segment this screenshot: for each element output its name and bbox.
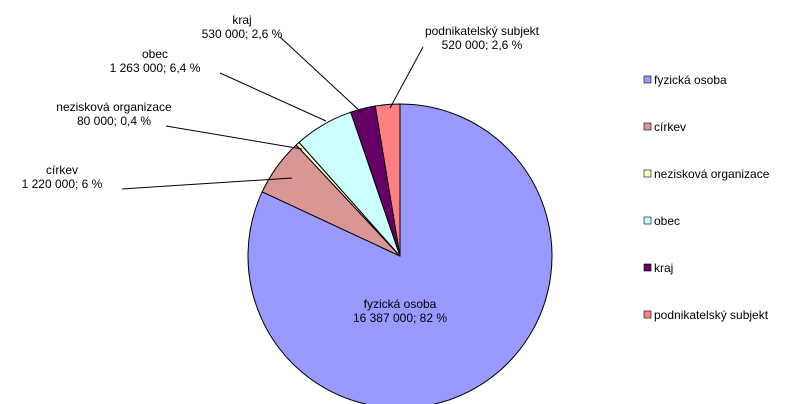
data-label-value: 16 387 000; 82 % (353, 311, 447, 325)
data-label-name: obec (142, 47, 168, 61)
data-label-value: 520 000; 2,6 % (442, 38, 523, 52)
legend-label: obec (654, 214, 680, 228)
leader-line (121, 177, 293, 190)
legend-swatch (643, 263, 652, 272)
leader-line (279, 36, 362, 113)
leader-line (165, 125, 303, 150)
pie-slice (247, 103, 553, 404)
legend-label: církev (654, 120, 686, 134)
legend-swatch (643, 75, 652, 84)
data-label-value: 80 000; 0,4 % (77, 114, 151, 128)
legend-label: nezisková organizace (654, 167, 770, 181)
leader-line (389, 46, 424, 109)
legend-swatch (643, 169, 652, 178)
data-label-name: kraj (232, 13, 251, 27)
legend-label: fyzická osoba (654, 73, 727, 87)
legend-swatch (643, 310, 652, 319)
data-label: obec 1 263 000; 6,4 % (110, 47, 201, 75)
data-label-name: církev (46, 163, 78, 177)
legend-swatch (643, 216, 652, 225)
data-label: kraj 530 000; 2,6 % (202, 13, 283, 41)
data-labels: fyzická osoba 16 387 000; 82 % církev 1 220… (22, 13, 540, 325)
data-label: fyzická osoba 16 387 000; 82 % (353, 297, 447, 325)
data-label-name: nezisková organizace (56, 100, 172, 114)
pie-slice (374, 103, 401, 257)
pie-slices (247, 103, 553, 404)
leader-line (219, 72, 327, 122)
legend-label: kraj (654, 261, 673, 275)
data-label-value: 1 220 000; 6 % (22, 177, 103, 191)
data-label: nezisková organizace 80 000; 0,4 % (56, 100, 172, 128)
data-label-name: fyzická osoba (364, 297, 437, 311)
data-label-value: 530 000; 2,6 % (202, 27, 283, 41)
data-label: církev 1 220 000; 6 % (22, 163, 103, 191)
data-label-value: 1 263 000; 6,4 % (110, 61, 201, 75)
leader-lines (121, 36, 424, 190)
legend-label: podnikatelský subjekt (654, 308, 769, 322)
legend: fyzická osoba církev nezisková organizace o… (643, 73, 770, 322)
legend-swatch (643, 122, 652, 131)
data-label-name: podnikatelský subjekt (425, 24, 540, 38)
data-label: podnikatelský subjekt 520 000; 2,6 % (425, 24, 540, 52)
